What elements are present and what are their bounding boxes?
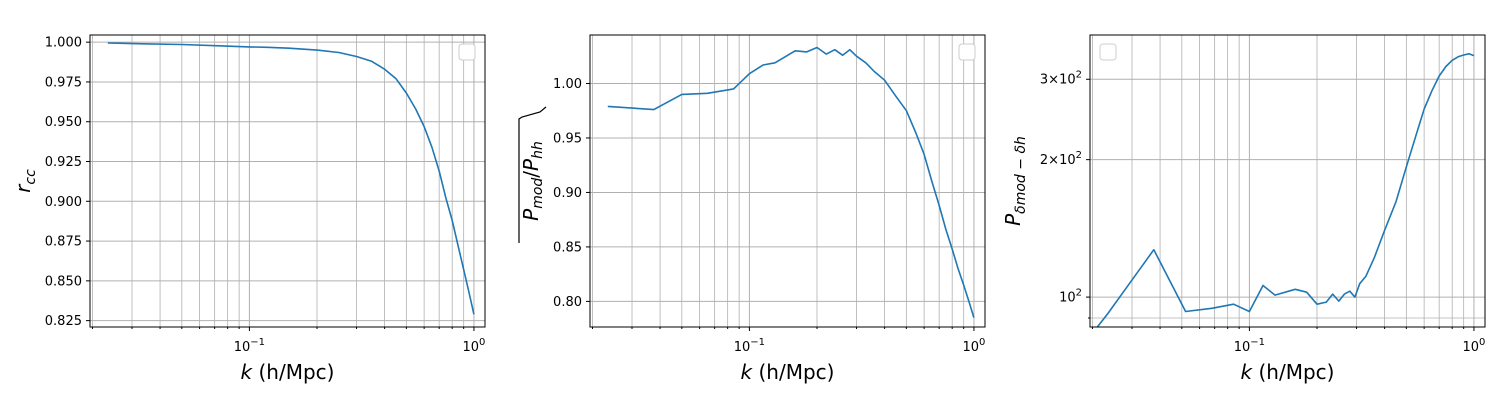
tick-text: 0.825 bbox=[45, 314, 82, 329]
y-tick-label: 0.900 bbox=[45, 195, 82, 210]
x-axis-unit: (h/Mpc) bbox=[252, 360, 334, 384]
y-tick-label: 0.850 bbox=[45, 274, 82, 289]
axes-frame bbox=[89, 34, 486, 328]
tick-text: 1.000 bbox=[45, 36, 82, 51]
x-axis-label: k (h/Mpc) bbox=[241, 360, 335, 384]
legend-box bbox=[458, 43, 476, 61]
tick-text: 0.875 bbox=[45, 235, 82, 250]
x-axis-var: k bbox=[741, 360, 754, 384]
y-tick-label: 0.85 bbox=[553, 240, 582, 255]
y-axis-label: Pmod/Phh bbox=[519, 141, 546, 221]
axes-frame bbox=[589, 34, 986, 328]
tick-exponent: 2 bbox=[1076, 150, 1082, 161]
y-tick-label: 0.925 bbox=[45, 155, 82, 170]
tick-base: 10 bbox=[234, 340, 251, 355]
tick-exponent: −1 bbox=[1250, 337, 1265, 348]
y-tick-label: 2×102 bbox=[1040, 150, 1082, 168]
tick-text: 0.80 bbox=[553, 295, 582, 310]
tick-text: 0.900 bbox=[45, 195, 82, 210]
y-tick-label: 1.00 bbox=[553, 77, 582, 92]
tick-exponent: −1 bbox=[750, 337, 765, 348]
y-tick-label: 0.950 bbox=[45, 115, 82, 130]
y-label-main: P bbox=[1001, 213, 1025, 226]
series-line bbox=[107, 42, 475, 315]
tick-text: 0.925 bbox=[45, 155, 82, 170]
legend-box bbox=[1099, 43, 1117, 61]
tick-text: 0.950 bbox=[45, 115, 82, 130]
x-tick-label: 100 bbox=[462, 337, 485, 355]
y-label-main: P bbox=[519, 208, 543, 221]
tick-base: 10 bbox=[734, 340, 751, 355]
y-axis-label: Pδmod − δh bbox=[1001, 136, 1029, 226]
legend-box bbox=[958, 43, 976, 61]
tick-mantissa: 3× bbox=[1040, 73, 1059, 88]
y-label-main: r bbox=[11, 183, 35, 193]
x-tick-label: 10−1 bbox=[734, 337, 765, 355]
tick-text: 1.00 bbox=[553, 77, 582, 92]
x-tick-label: 100 bbox=[962, 337, 985, 355]
y-axis-label: rcc bbox=[11, 169, 39, 193]
tick-text: 0.850 bbox=[45, 274, 82, 289]
tick-exponent: 0 bbox=[979, 337, 985, 348]
tick-exponent: 2 bbox=[1076, 288, 1082, 299]
x-axis-unit: (h/Mpc) bbox=[1252, 360, 1334, 384]
tick-text: 0.975 bbox=[45, 75, 82, 90]
tick-base: 10 bbox=[1462, 340, 1479, 355]
y-label-slash: / bbox=[519, 171, 543, 178]
y-tick-label: 0.825 bbox=[45, 314, 82, 329]
y-label-sub: mod bbox=[530, 178, 546, 209]
x-tick-label: 10−1 bbox=[234, 337, 265, 355]
tick-base: 10 bbox=[1059, 153, 1076, 168]
y-tick-label: 3×102 bbox=[1040, 70, 1082, 88]
tick-text: 0.85 bbox=[553, 240, 582, 255]
tick-base: 10 bbox=[1234, 340, 1251, 355]
x-axis-var: k bbox=[241, 360, 254, 384]
x-tick-label: 100 bbox=[1462, 337, 1485, 355]
x-axis-var: k bbox=[1241, 360, 1254, 384]
y-label-sub: cc bbox=[23, 169, 39, 185]
y-tick-label: 0.95 bbox=[553, 131, 582, 146]
series-line bbox=[1096, 52, 1475, 327]
y-tick-label: 0.90 bbox=[553, 186, 582, 201]
tick-base: 10 bbox=[1059, 291, 1076, 306]
y-tick-label: 0.975 bbox=[45, 75, 82, 90]
tick-exponent: −1 bbox=[250, 337, 265, 348]
x-axis-label: k (h/Mpc) bbox=[1241, 360, 1335, 384]
y-tick-label: 1.000 bbox=[45, 36, 82, 51]
tick-exponent: 0 bbox=[479, 337, 485, 348]
tick-base: 10 bbox=[962, 340, 979, 355]
tick-exponent: 2 bbox=[1076, 70, 1082, 81]
y-label-sub: δmod − δh bbox=[1013, 136, 1029, 214]
tick-base: 10 bbox=[462, 340, 479, 355]
panel-rcc: 10−1 1000.8250.8500.8750.9000.9250.9500.9… bbox=[11, 34, 486, 384]
tick-text: 0.95 bbox=[553, 131, 582, 146]
axes-frame bbox=[1089, 34, 1486, 328]
tick-exponent: 0 bbox=[1479, 337, 1485, 348]
tick-base: 10 bbox=[1059, 73, 1076, 88]
y-tick-label: 0.875 bbox=[45, 235, 82, 250]
series-line bbox=[607, 46, 975, 318]
y-tick-label: 0.80 bbox=[553, 295, 582, 310]
x-tick-label: 10−1 bbox=[1234, 337, 1265, 355]
y-label-sub: hh bbox=[530, 141, 546, 159]
y-tick-label: 102 bbox=[1059, 288, 1082, 306]
x-axis-unit: (h/Mpc) bbox=[752, 360, 834, 384]
tick-text: 0.90 bbox=[553, 186, 582, 201]
tick-mantissa: 2× bbox=[1040, 153, 1059, 168]
y-label-main: P bbox=[519, 158, 543, 171]
x-axis-label: k (h/Mpc) bbox=[741, 360, 835, 384]
sqrt-sign bbox=[518, 106, 547, 243]
